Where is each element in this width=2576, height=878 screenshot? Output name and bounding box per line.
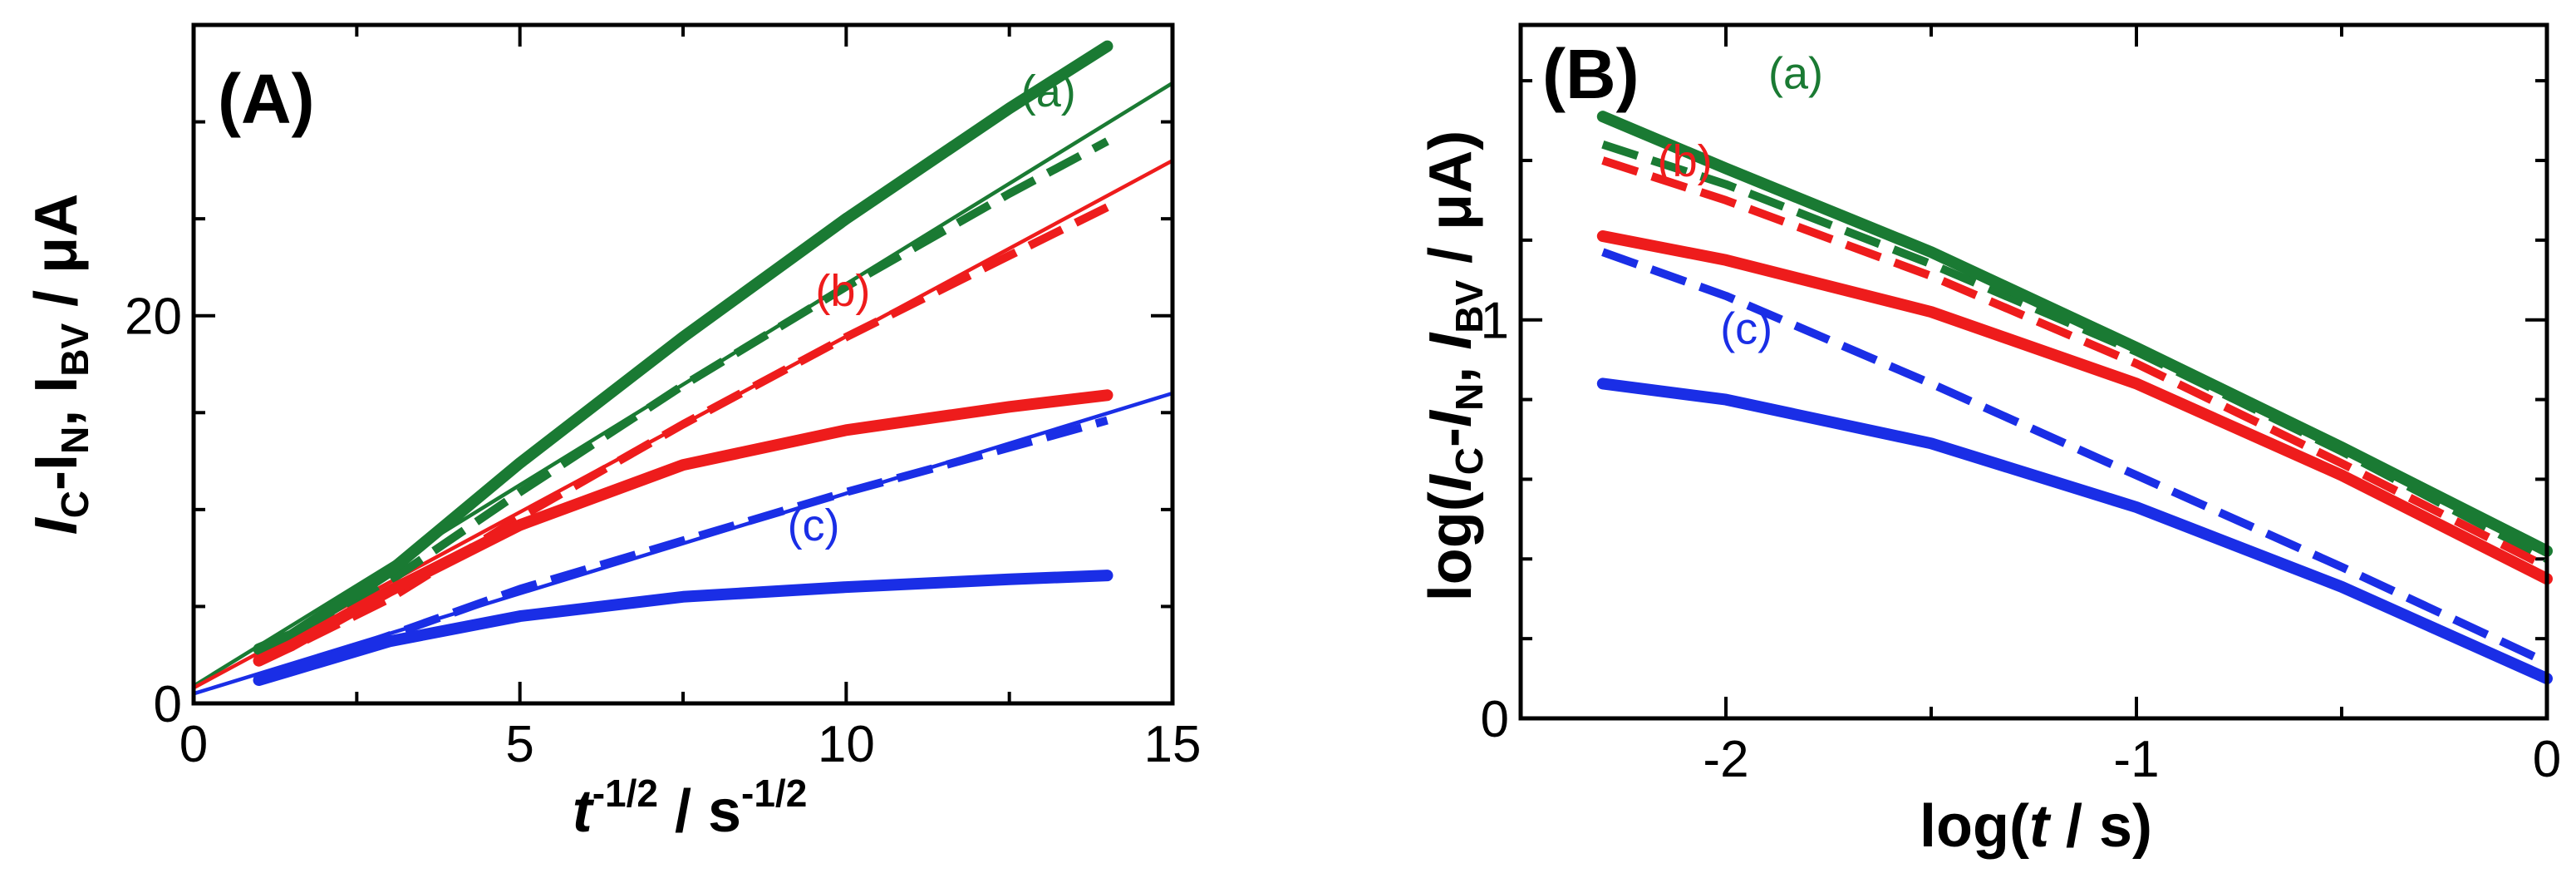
panel-a-series-label-a: (a) (1021, 67, 1076, 116)
panel-b-ylabel-part: / μA) (1418, 131, 1484, 280)
panel-b-series-a-thick (1596, 111, 2553, 557)
panel-b-y-tick-label: 1 (1481, 293, 1509, 350)
panel-b-xlabel-part: / s) (2049, 793, 2152, 860)
panel-b-plot-frame (1518, 22, 2549, 721)
panel-a-y-tick-label: 0 (154, 676, 182, 733)
panel-a-ylabel-sub: N (53, 427, 96, 454)
panel-b-ylabel-part: , (1418, 350, 1484, 383)
panel-a-y-tick-label: 20 (125, 289, 182, 346)
panel-b-series-b-dashed (1601, 156, 2549, 571)
panel-a-series-label-b: (b) (815, 266, 870, 316)
panel-b-ylabel-sub: N (1448, 383, 1491, 411)
panel-b-series-c-dashed (1601, 248, 2549, 667)
panel-a-ylabel-part: , I (23, 377, 90, 427)
panel-a-xlabel-sup: -1/2 (592, 772, 658, 815)
panel-a-ylabel-part: -I (23, 454, 90, 491)
panel-a-annotations: (a) (b) (c) (788, 67, 1076, 550)
panel-a-ylabel-part: I (23, 516, 90, 535)
panel-b-ylabel-part: log( (1418, 491, 1484, 601)
panel-b-series-label-b: (b) (1658, 136, 1713, 186)
panel-b-series-b-thick (1596, 230, 2553, 585)
panel-a-y-axis-label: IC-IN, IBV / μA (23, 194, 96, 535)
panel-a-x-axis-label: t-1/2 / s-1/2 (573, 772, 808, 845)
panel-b-xlabel-part: t (2029, 793, 2052, 860)
panel-a-xlabel-part: t (573, 778, 595, 845)
panel-a-plot-frame (191, 22, 1175, 706)
panel-b-x-tick-label: -2 (1703, 731, 1748, 788)
panel-b-ylabel-sub: BV (1448, 280, 1491, 333)
panel-b-ylabel-part: - (1418, 427, 1484, 447)
panel-b-y-axis-label: log(IC-IN, IBV / μA) (1418, 131, 1491, 601)
panel-b-x-axis-label: log(t / s) (1920, 793, 2152, 860)
panel-b-series-label-a: (a) (1768, 49, 1823, 99)
panel-a-series-label-c: (c) (788, 501, 840, 550)
panel-b-x-tick-label: -1 (2113, 731, 2159, 788)
panel-b-label: (B) (1542, 35, 1639, 113)
panel-a-ylabel-sub: BV (53, 323, 96, 377)
panel-b-ylabel-part: I (1418, 473, 1484, 491)
panel-a-series-a-thick (253, 40, 1113, 655)
panel-a-x-tick-label: 10 (818, 716, 875, 773)
panel-a-series-b-thick (253, 389, 1113, 667)
panel-a-series-a-thin (191, 81, 1175, 688)
panel-b-annotations: (a) (b) (c) (1658, 49, 1823, 354)
panel-a-series (191, 40, 1175, 696)
panel-a-tick-labels: 0 5 10 15 0 20 (125, 289, 1201, 773)
panel-a-xlabel-sup: -1/2 (741, 772, 807, 815)
panel-a-ylabel-part: / μA (23, 194, 90, 323)
panel-a-series-c-thick (253, 570, 1113, 686)
panel-a-ylabel-sub: C (53, 491, 96, 518)
panel-a-xlabel-part: / s (658, 778, 741, 845)
panel-b-series-label-c: (c) (1720, 303, 1772, 353)
panel-b-series (1596, 111, 2553, 685)
panel-b: -2 -1 001 (a)(b)(c) (B) log(IC-IN, IBV / μ… (1418, 22, 2562, 860)
panel-a-x-tick-label: 0 (179, 716, 208, 773)
panel-b-series-c-thick (1596, 377, 2553, 685)
panel-b-y-tick-label: 0 (1481, 691, 1509, 748)
panel-b-ylabel-sub: C (1448, 447, 1491, 475)
panel-b-xlabel-part: log( (1920, 793, 2029, 860)
panel-b-x-tick-label: 0 (2533, 731, 2561, 788)
panel-a-series-c-dashed (258, 416, 1109, 684)
panel-a-x-tick-label: 15 (1144, 716, 1202, 773)
panel-b-ylabel-part: I (1418, 332, 1484, 350)
panel-a-x-tick-label: 5 (505, 716, 533, 773)
panel-b-tick-labels: -2 -1 0 0 1 (1481, 293, 2562, 788)
panel-a-label: (A) (218, 60, 315, 138)
panel-b-ylabel-part: I (1418, 409, 1484, 427)
